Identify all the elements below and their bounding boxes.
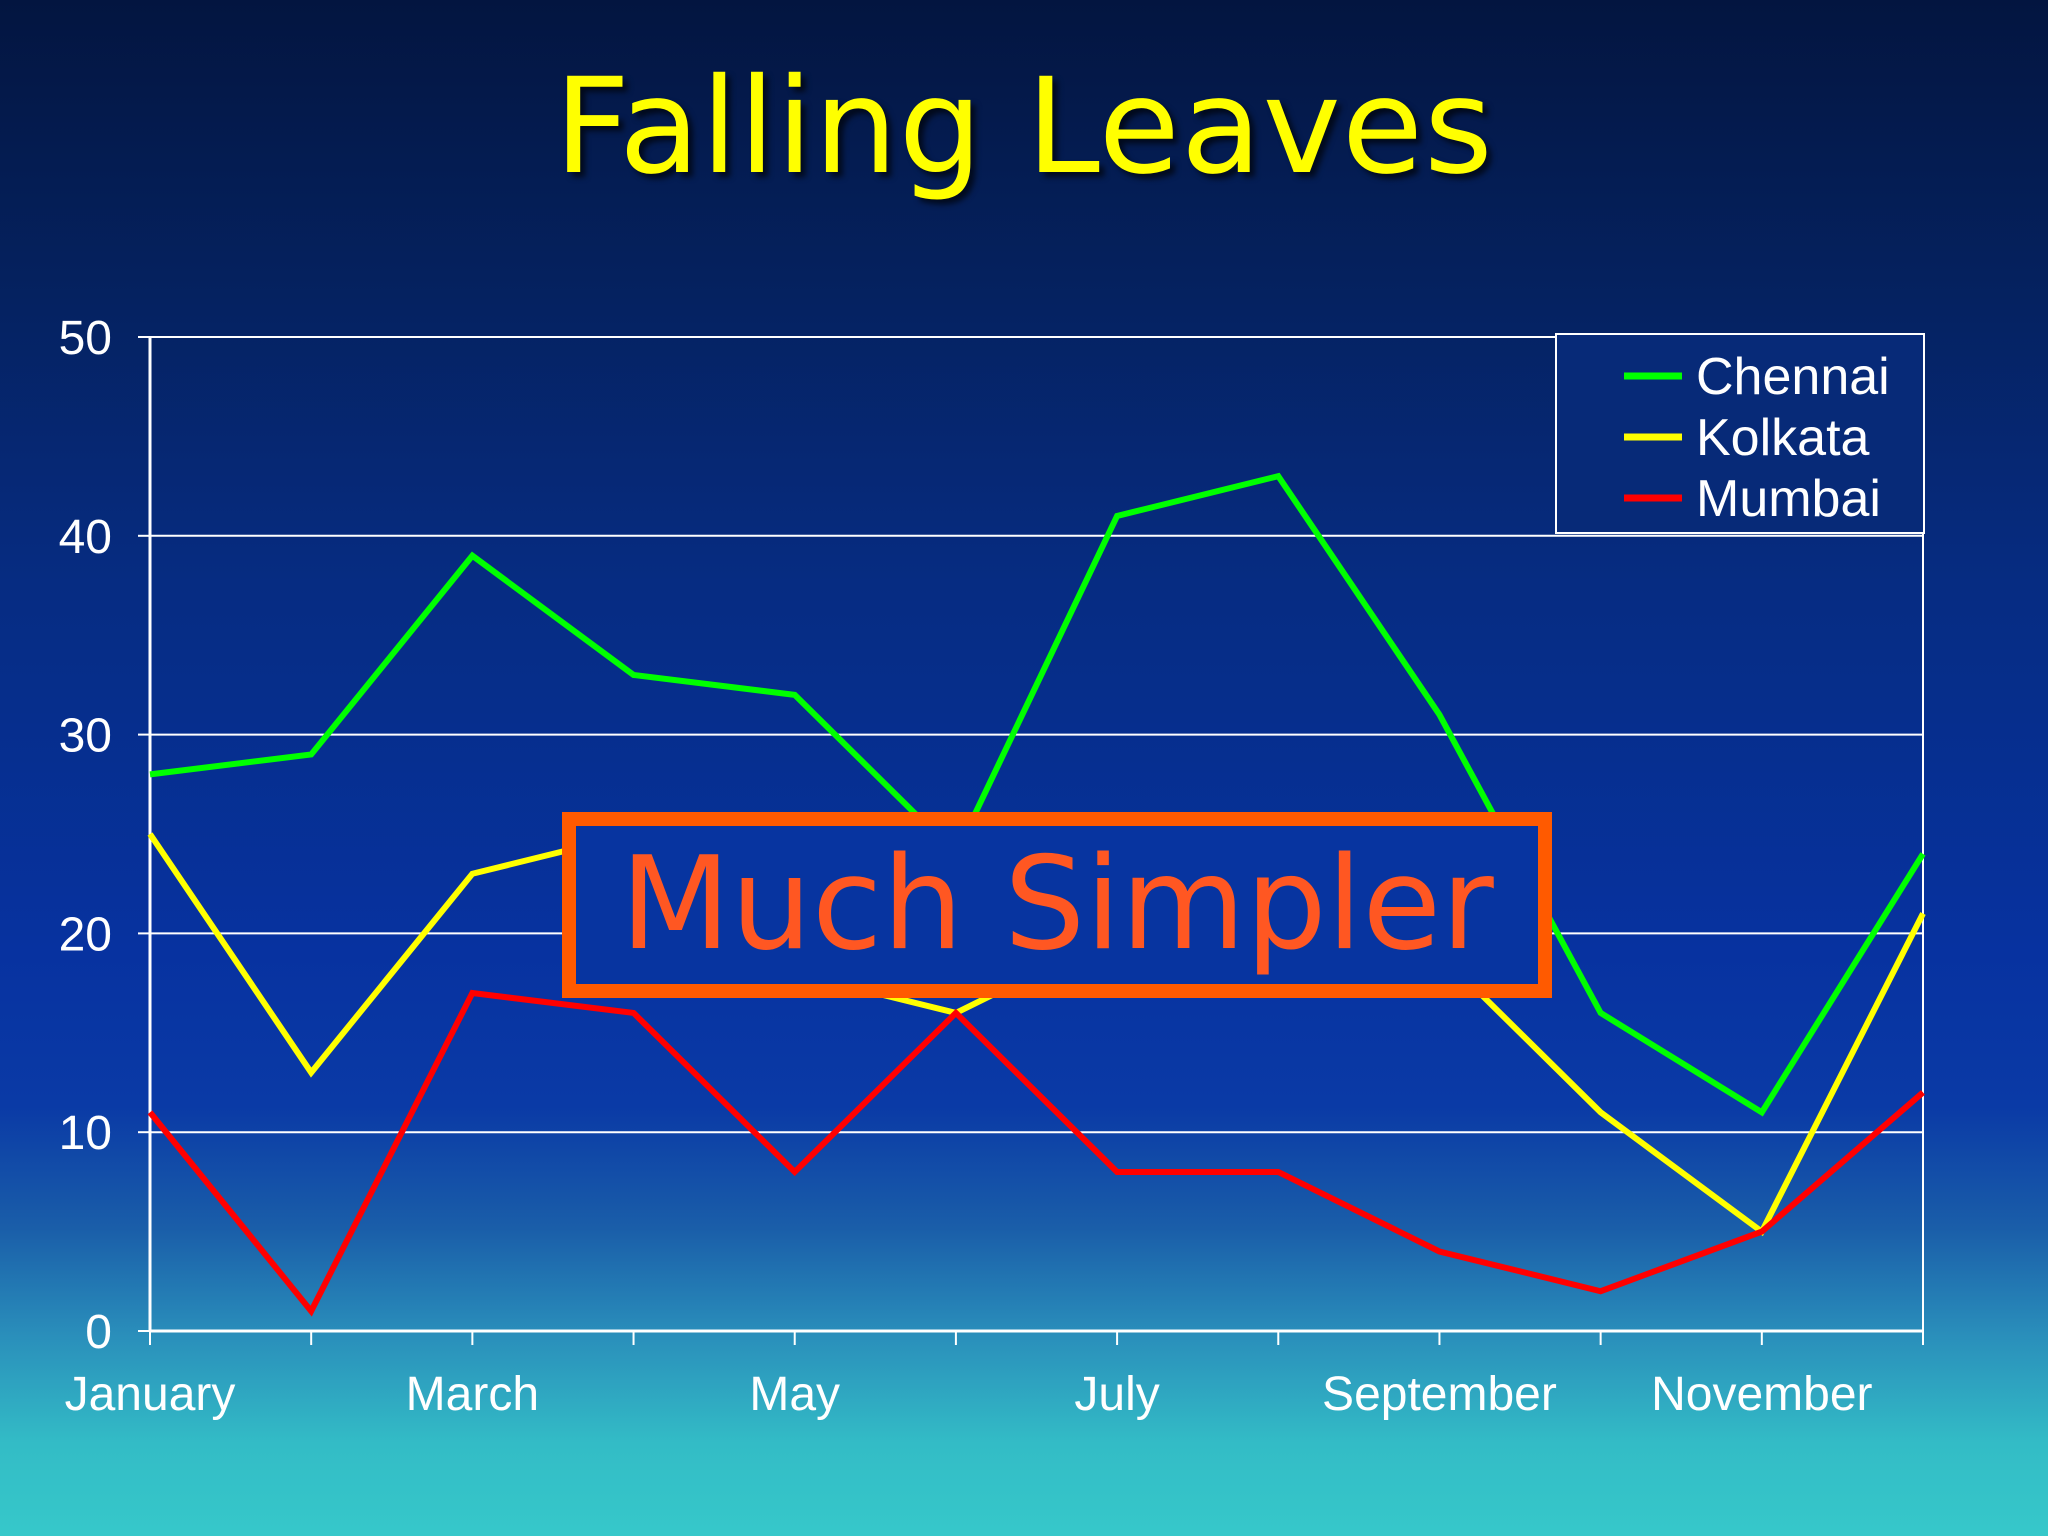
legend-label-mumbai: Mumbai [1696, 470, 1881, 528]
callout-text: Much Simpler [620, 830, 1494, 979]
y-tick-label: 20 [59, 908, 112, 961]
x-tick-label: November [1651, 1368, 1872, 1421]
y-tick-label: 10 [59, 1107, 112, 1160]
x-tick-label: May [749, 1368, 840, 1421]
legend-label-kolkata: Kolkata [1696, 409, 1870, 467]
x-tick-label: March [406, 1368, 539, 1421]
x-tick-label: January [65, 1368, 236, 1421]
y-tick-label: 30 [59, 710, 112, 763]
slide-title: Falling Leaves [554, 50, 1494, 204]
series-line-mumbai [147, 989, 1925, 1317]
x-tick-label: September [1322, 1368, 1557, 1421]
x-tick-label: July [1074, 1368, 1159, 1421]
legend-box [1555, 333, 1925, 534]
y-tick-label: 50 [59, 312, 112, 365]
y-tick-label: 40 [59, 511, 112, 564]
y-tick-label: 0 [85, 1306, 112, 1359]
series-line-chennai [149, 472, 1926, 1117]
legend-label-chennai: Chennai [1696, 348, 1890, 406]
axes: 0 10 20 30 40 50 January March May July September N… [59, 312, 1924, 1421]
callout-box: Much Simpler [562, 812, 1552, 998]
